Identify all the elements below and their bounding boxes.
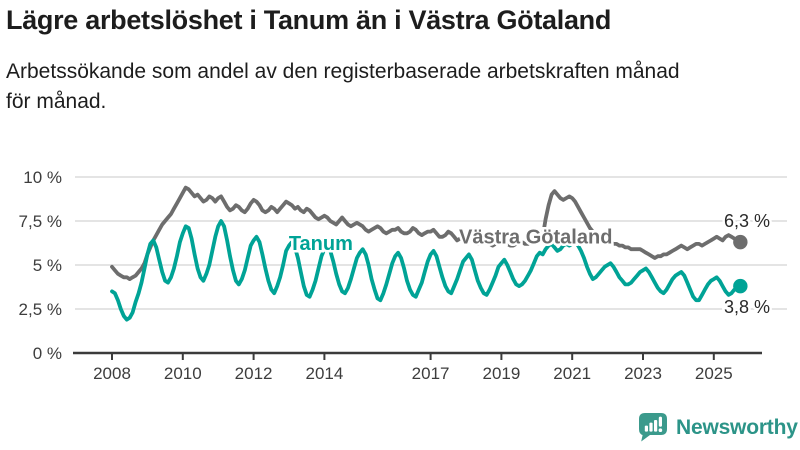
chart-header: Lägre arbetslöshet i Tanum än i Västra G… bbox=[6, 4, 796, 117]
x-tick-label: 2010 bbox=[164, 364, 202, 383]
chart-title: Lägre arbetslöshet i Tanum än i Västra G… bbox=[6, 5, 612, 35]
y-tick-label: 0 % bbox=[33, 344, 62, 363]
x-tick-label: 2023 bbox=[624, 364, 662, 383]
line-vastra-gotaland bbox=[110, 185, 743, 282]
newsworthy-logo[interactable]: Newsworthy bbox=[638, 412, 798, 443]
end-label-vastra-gotaland: 6,3 % bbox=[724, 211, 770, 231]
x-tick-label: 2025 bbox=[695, 364, 733, 383]
x-tick-label: 2017 bbox=[412, 364, 450, 383]
chart-subtitle-line-2: för månad. bbox=[6, 89, 107, 113]
line-tanum bbox=[110, 219, 743, 322]
y-tick-label: 10 % bbox=[23, 168, 62, 187]
x-tick-label: 2008 bbox=[93, 364, 131, 383]
y-tick-label: 2,5 % bbox=[19, 300, 62, 319]
series-label-tanum: Tanum bbox=[289, 233, 353, 255]
end-dot-vastra-gotaland bbox=[733, 234, 748, 250]
x-tick-label: 2012 bbox=[235, 364, 273, 383]
chart-subtitle: Arbetssökande som andel av den registerb… bbox=[6, 57, 796, 117]
end-dot-tanum bbox=[733, 278, 748, 294]
y-tick-label: 7,5 % bbox=[19, 212, 62, 231]
newsworthy-icon bbox=[639, 413, 667, 442]
series-label-vastra-gotaland: Västra Götaland bbox=[459, 227, 612, 249]
x-tick-label: 2019 bbox=[482, 364, 520, 383]
x-tick-label: 2021 bbox=[553, 364, 591, 383]
newsworthy-wordmark: Newsworthy bbox=[676, 415, 798, 439]
x-tick-label: 2014 bbox=[305, 364, 343, 383]
chart-subtitle-line-1: Arbetssökande som andel av den registerb… bbox=[6, 59, 680, 83]
y-tick-label: 5 % bbox=[33, 256, 62, 275]
end-label-tanum: 3,8 % bbox=[724, 297, 770, 317]
